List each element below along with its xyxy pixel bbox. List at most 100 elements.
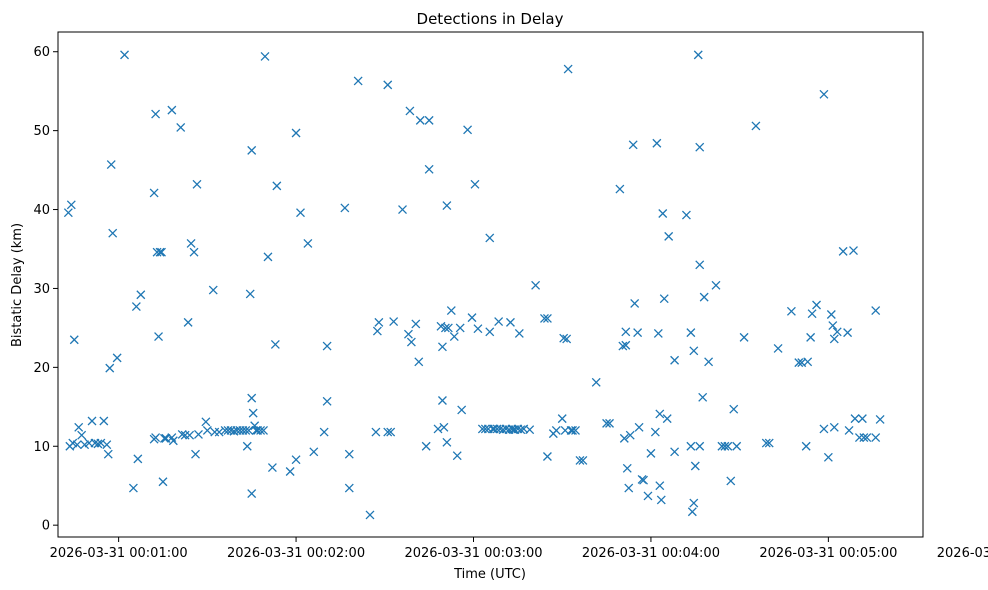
- data-point: [191, 449, 200, 459]
- data-point: [133, 454, 143, 464]
- data-point: [621, 327, 631, 337]
- data-point: [386, 427, 396, 437]
- data-point: [739, 332, 749, 342]
- data-point: [96, 438, 106, 448]
- data-point: [158, 477, 168, 487]
- x-tick-label: 2026-03-31 00:03:00: [404, 546, 542, 561]
- data-point: [365, 510, 375, 520]
- data-point: [103, 449, 113, 459]
- data-point: [136, 290, 146, 300]
- data-point: [689, 498, 699, 508]
- data-point: [398, 205, 407, 214]
- data-point: [850, 414, 860, 424]
- data-point: [183, 317, 193, 327]
- data-point: [66, 200, 76, 210]
- data-point: [664, 231, 674, 241]
- data-point: [698, 392, 708, 402]
- data-point: [285, 467, 295, 476]
- data-point: [270, 340, 280, 349]
- data-point: [155, 247, 165, 257]
- data-point: [259, 426, 268, 435]
- data-point: [578, 456, 588, 465]
- data-point: [192, 179, 202, 189]
- data-point: [542, 313, 552, 323]
- data-point: [726, 476, 736, 486]
- data-point: [112, 353, 122, 363]
- x-axis: 2026-03-31 00:01:00 2026-03-31 00:02:00 20…: [50, 537, 988, 561]
- data-point: [99, 416, 109, 426]
- data-point: [176, 123, 186, 132]
- data-point: [711, 280, 721, 290]
- data-point: [516, 425, 526, 435]
- data-point: [699, 292, 709, 302]
- data-point: [457, 405, 467, 415]
- data-point: [128, 483, 138, 493]
- data-point: [442, 201, 452, 211]
- data-point: [69, 335, 79, 345]
- data-point: [485, 233, 495, 243]
- data-point: [871, 306, 881, 315]
- data-point: [353, 76, 363, 86]
- data-point: [383, 80, 393, 90]
- data-point: [241, 426, 251, 435]
- y-tick-label: 20: [33, 361, 50, 376]
- data-point: [470, 179, 480, 189]
- data-point: [615, 184, 625, 194]
- data-point: [247, 145, 257, 155]
- data-point: [485, 327, 495, 337]
- data-point: [267, 463, 277, 473]
- data-point: [575, 456, 585, 465]
- y-tick-label: 40: [33, 203, 50, 218]
- data-point: [437, 342, 447, 352]
- data-point: [433, 424, 443, 434]
- data-point: [670, 355, 680, 365]
- data-point: [421, 441, 431, 451]
- data-point: [194, 429, 203, 439]
- data-point: [662, 414, 672, 424]
- data-point: [247, 393, 257, 403]
- data-point: [440, 323, 450, 333]
- data-point: [260, 52, 270, 61]
- data-point: [559, 333, 569, 343]
- data-point: [106, 160, 116, 170]
- data-point: [77, 430, 87, 440]
- data-point: [591, 377, 601, 387]
- data-point: [105, 363, 115, 373]
- data-point: [829, 334, 839, 344]
- data-point: [406, 337, 416, 347]
- data-point: [568, 426, 578, 435]
- y-tick-label: 60: [33, 45, 50, 60]
- data-point: [655, 481, 665, 491]
- data-point: [74, 422, 84, 432]
- data-point: [63, 208, 73, 218]
- data-point: [686, 328, 696, 338]
- data-point: [563, 64, 573, 74]
- data-point: [773, 343, 783, 353]
- x-tick-label: 2026-03-31 00:02:00: [227, 546, 365, 561]
- y-tick-label: 50: [33, 124, 50, 139]
- data-point: [149, 188, 159, 198]
- data-point: [628, 140, 638, 150]
- data-point: [618, 341, 628, 351]
- data-point: [819, 424, 829, 434]
- data-point: [371, 427, 381, 437]
- data-point: [832, 327, 842, 337]
- data-point: [859, 433, 869, 443]
- data-point: [828, 321, 838, 330]
- data-point: [309, 447, 319, 457]
- data-point: [732, 441, 742, 451]
- data-point: [151, 109, 161, 119]
- data-point: [411, 319, 421, 329]
- y-tick-label: 0: [42, 519, 50, 534]
- data-point: [424, 115, 434, 125]
- data-point: [185, 430, 195, 440]
- data-point: [551, 426, 561, 435]
- chart-title: Detections in Delay: [417, 10, 564, 28]
- data-point: [131, 302, 141, 312]
- data-point: [557, 414, 567, 424]
- y-axis-label: Bistatic Delay (km): [10, 223, 25, 347]
- data-point: [403, 329, 413, 339]
- data-point: [374, 317, 384, 327]
- data-point: [794, 358, 804, 368]
